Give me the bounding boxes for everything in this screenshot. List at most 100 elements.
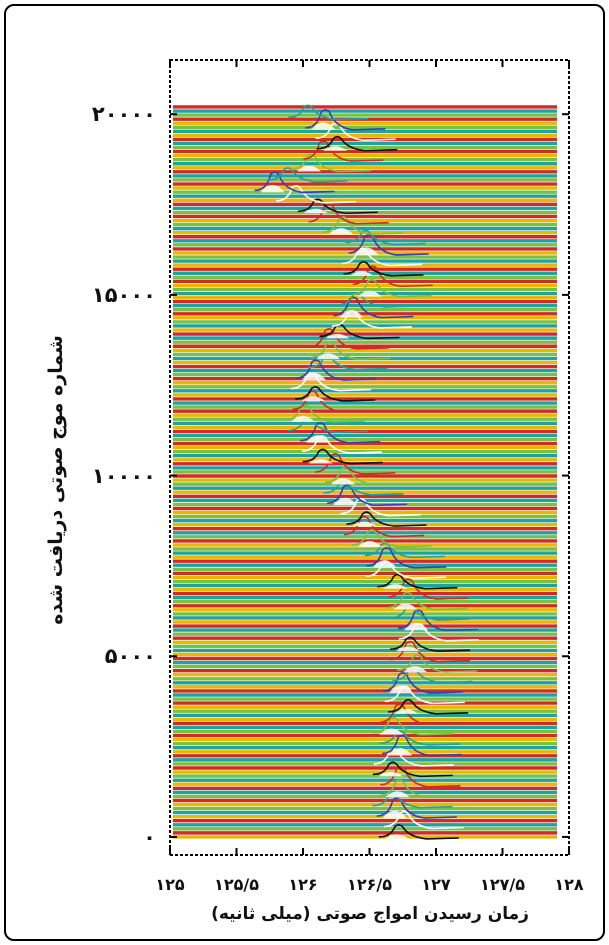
wave-pulse-fill <box>329 228 354 235</box>
wave-pulse <box>295 359 376 381</box>
wave-pulse-fill <box>333 497 358 506</box>
wave-pulse-fill <box>379 728 404 735</box>
wave-pulse <box>276 185 357 204</box>
wave-pulse-fill <box>354 247 379 255</box>
wave-pulse-fill <box>352 521 377 527</box>
y-tick-label: ۱۵۰۰۰ <box>91 282 156 307</box>
wave-pulse <box>340 497 421 517</box>
y-tick-label: ۵۰۰۰ <box>104 644 156 669</box>
wave-pulse-fill <box>297 165 322 172</box>
wave-pulse <box>267 167 348 183</box>
wave-pulse-fill <box>394 709 419 714</box>
wave-pulse <box>372 761 453 778</box>
wave-pulse <box>351 529 432 548</box>
wave-pulse <box>380 730 461 746</box>
wave-pulse <box>376 797 457 819</box>
wave-pulse <box>303 140 384 162</box>
wave-pulse <box>287 104 368 121</box>
wave-pulse-fill <box>323 146 348 151</box>
wave-pulse <box>388 699 469 715</box>
wave-pulse-fill <box>382 810 407 819</box>
wave-pulse-fill <box>311 122 336 130</box>
wave-pulse <box>379 779 460 799</box>
wave-pulse <box>292 390 373 413</box>
wave-pulse <box>397 654 478 673</box>
wave-pulse <box>300 421 381 444</box>
wave-pulse-fill <box>349 271 374 276</box>
wave-pulse-fill <box>393 603 418 610</box>
wave-pulse-fill <box>303 208 328 214</box>
wave-pulse <box>382 734 463 757</box>
wave-pulse-fill <box>378 771 403 777</box>
wave-pulse-fill <box>325 333 350 339</box>
wave-pulse <box>352 265 433 288</box>
wave-pulse <box>295 386 376 402</box>
wave-pulse <box>387 591 468 611</box>
wave-pulse-fill <box>301 372 326 381</box>
wave-pulse <box>343 261 424 277</box>
wave-pulse <box>390 636 471 653</box>
wave-pulse-fill <box>290 415 315 422</box>
wave-pulse <box>389 640 471 663</box>
wave-pulse-fill <box>388 685 413 693</box>
y-tick-label: ۲۰۰۰۰ <box>91 102 156 127</box>
wave-pulse <box>380 765 461 788</box>
x-tick-label: ۱۲۷ <box>421 875 451 894</box>
y-tick-label: ۰ <box>143 824 156 849</box>
wave-pulse <box>297 198 378 215</box>
wave-pulse <box>378 824 459 840</box>
wave-pulse-fill <box>308 459 333 464</box>
wave-pulse <box>351 278 432 298</box>
wave-pulse <box>348 234 429 256</box>
axes-box <box>169 59 570 856</box>
wave-pulse <box>322 216 404 235</box>
wave-pulse-fill <box>339 310 364 318</box>
x-tick-label: ۱۲۸ <box>554 875 584 894</box>
wave-pulse <box>310 341 391 361</box>
wave-pulse <box>373 748 454 767</box>
wave-pulse-fill <box>301 396 326 401</box>
wave-pulse <box>373 716 454 736</box>
wave-pulse <box>254 171 335 194</box>
wave-pulse <box>305 109 386 131</box>
wave-pulse-fill <box>388 748 413 756</box>
x-tick-label: ۱۲۵/۵ <box>214 875 259 894</box>
wave-pulse-fill <box>306 435 331 443</box>
wave-pulse <box>344 515 425 538</box>
wave-pulse <box>366 547 447 569</box>
x-tick-label: ۱۲۶/۵ <box>347 875 392 894</box>
x-tick-label: ۱۲۵ <box>155 875 185 894</box>
wave-pulse <box>325 466 406 486</box>
y-tick-label: ۱۰۰۰۰ <box>91 463 156 488</box>
wave-pulse <box>377 573 458 590</box>
wave-pulse <box>384 810 465 830</box>
x-tick-label: ۱۲۷/۵ <box>480 875 525 894</box>
wave-pulse <box>388 578 469 600</box>
x-tick-label: ۱۲۶ <box>288 875 318 894</box>
wave-pulse-fill <box>357 290 382 297</box>
wave-pulse <box>384 685 465 705</box>
wave-pulse <box>345 229 426 246</box>
wave-pulse <box>317 135 398 152</box>
wave-pulse-fill <box>357 540 382 547</box>
wave-pulse <box>333 296 414 319</box>
wave-pulse-fill <box>316 353 341 360</box>
wave-pulse-fill <box>331 478 356 485</box>
wave-pulse <box>308 328 390 350</box>
wave-pulse <box>382 672 463 694</box>
wave-pulse <box>290 153 372 173</box>
wave-pulse <box>398 609 479 632</box>
wave-pulse-fill <box>383 584 408 589</box>
y-axis-label: شماره موج صوتی دریافت شده <box>45 335 67 625</box>
wave-pulse <box>346 511 427 527</box>
wave-pulse-fill <box>403 666 428 673</box>
wave-pulse-fill <box>384 834 409 839</box>
x-axis-label: زمان رسیدن امواج صوتی (میلی ثانیه) <box>211 904 529 924</box>
wave-pulse <box>284 404 365 423</box>
wave-pulse-fill <box>396 646 421 652</box>
wave-pulse-fill <box>260 184 285 193</box>
wave-pulse <box>379 703 460 726</box>
wave-pulse-fill <box>385 791 410 798</box>
wave-pulse-fill <box>404 622 429 631</box>
